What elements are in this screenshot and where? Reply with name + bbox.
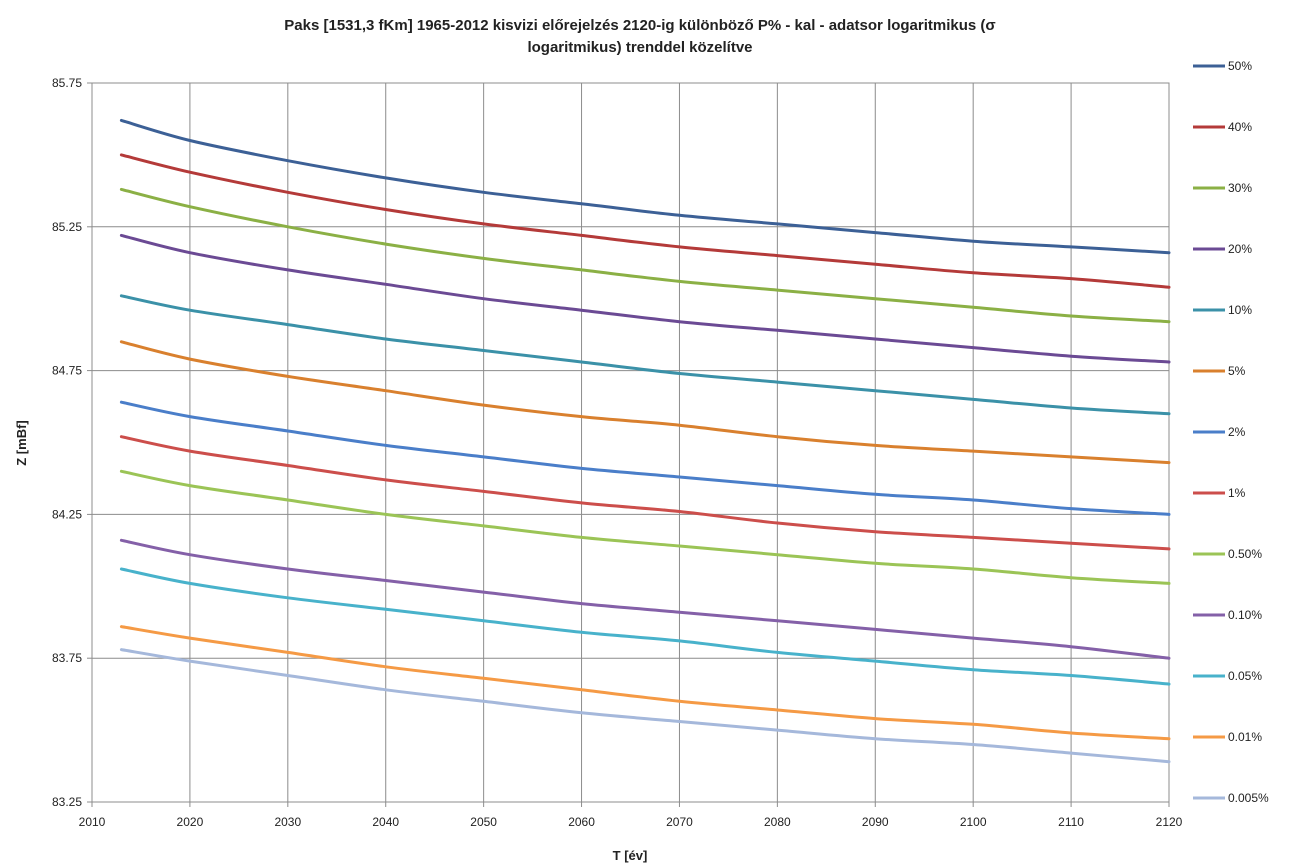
y-tick-label: 83.25 [52, 795, 82, 809]
series-line-7 [119, 400, 1171, 516]
legend-label: 40% [1228, 120, 1252, 134]
legend-label: 0.50% [1228, 547, 1262, 561]
chart-title-line-2: logaritmikus) trenddel közelítve [527, 39, 752, 56]
x-tick-label: 2050 [470, 815, 497, 829]
series-line-13 [119, 648, 1171, 764]
y-tick-label: 84.25 [52, 507, 82, 521]
legend-label: 5% [1228, 364, 1246, 378]
series-line-1 [119, 118, 1171, 255]
series-line-5 [119, 294, 1171, 416]
legend-label: 2% [1228, 425, 1246, 439]
x-tick-label: 2010 [79, 815, 106, 829]
legend-label: 1% [1228, 486, 1246, 500]
legend: 50% 40% 30% 20% 10% 5% 2% 1% 0.50% 0.10% 0.05% 0.01… [1193, 59, 1269, 805]
y-tick-label: 85.75 [52, 76, 82, 90]
x-axis-ticks: 2010 2020 2030 2040 2050 2060 2070 2080 2090 2100… [79, 802, 1183, 829]
y-axis-ticks: 83.25 83.75 84.25 84.75 85.25 85.75 [52, 76, 92, 809]
x-tick-label: 2100 [960, 815, 987, 829]
series-line-6 [119, 340, 1171, 465]
series-line-9 [119, 469, 1171, 585]
plot-border [91, 82, 1170, 803]
x-tick-label: 2040 [372, 815, 399, 829]
series-line-8 [119, 435, 1171, 551]
plot-area [92, 83, 1169, 802]
chart-title-line-1: Paks [1531,3 fKm] 1965-2012 kisvizi előr… [284, 17, 995, 34]
series-line-3 [119, 187, 1171, 324]
x-tick-label: 2090 [862, 815, 889, 829]
y-tick-label: 85.25 [52, 220, 82, 234]
x-tick-label: 2070 [666, 815, 693, 829]
x-tick-label: 2030 [274, 815, 301, 829]
legend-label: 50% [1228, 59, 1252, 73]
x-tick-label: 2020 [177, 815, 204, 829]
series-line-2 [119, 153, 1171, 289]
legend-label: 0.01% [1228, 730, 1262, 744]
x-tick-label: 2060 [568, 815, 595, 829]
legend-label: 0.05% [1228, 669, 1262, 683]
x-tick-label: 2080 [764, 815, 791, 829]
legend-label: 10% [1228, 303, 1252, 317]
y-tick-label: 83.75 [52, 651, 82, 665]
chart-title: Paks [1531,3 fKm] 1965-2012 kisvizi előr… [284, 17, 995, 56]
series-line-11 [119, 567, 1171, 686]
legend-label: 30% [1228, 181, 1252, 195]
series-line-10 [119, 538, 1171, 660]
x-axis-title: T [év] [613, 848, 648, 863]
legend-label: 0.005% [1228, 791, 1269, 805]
legend-label: 20% [1228, 242, 1252, 256]
series-lines [119, 118, 1171, 764]
y-tick-label: 84.75 [52, 364, 82, 378]
legend-label: 0.10% [1228, 608, 1262, 622]
series-line-4 [119, 233, 1171, 364]
x-tick-label: 2120 [1156, 815, 1183, 829]
x-tick-label: 2110 [1058, 815, 1084, 829]
series-line-12 [119, 625, 1171, 741]
y-axis-title: Z [mBf] [14, 420, 29, 466]
